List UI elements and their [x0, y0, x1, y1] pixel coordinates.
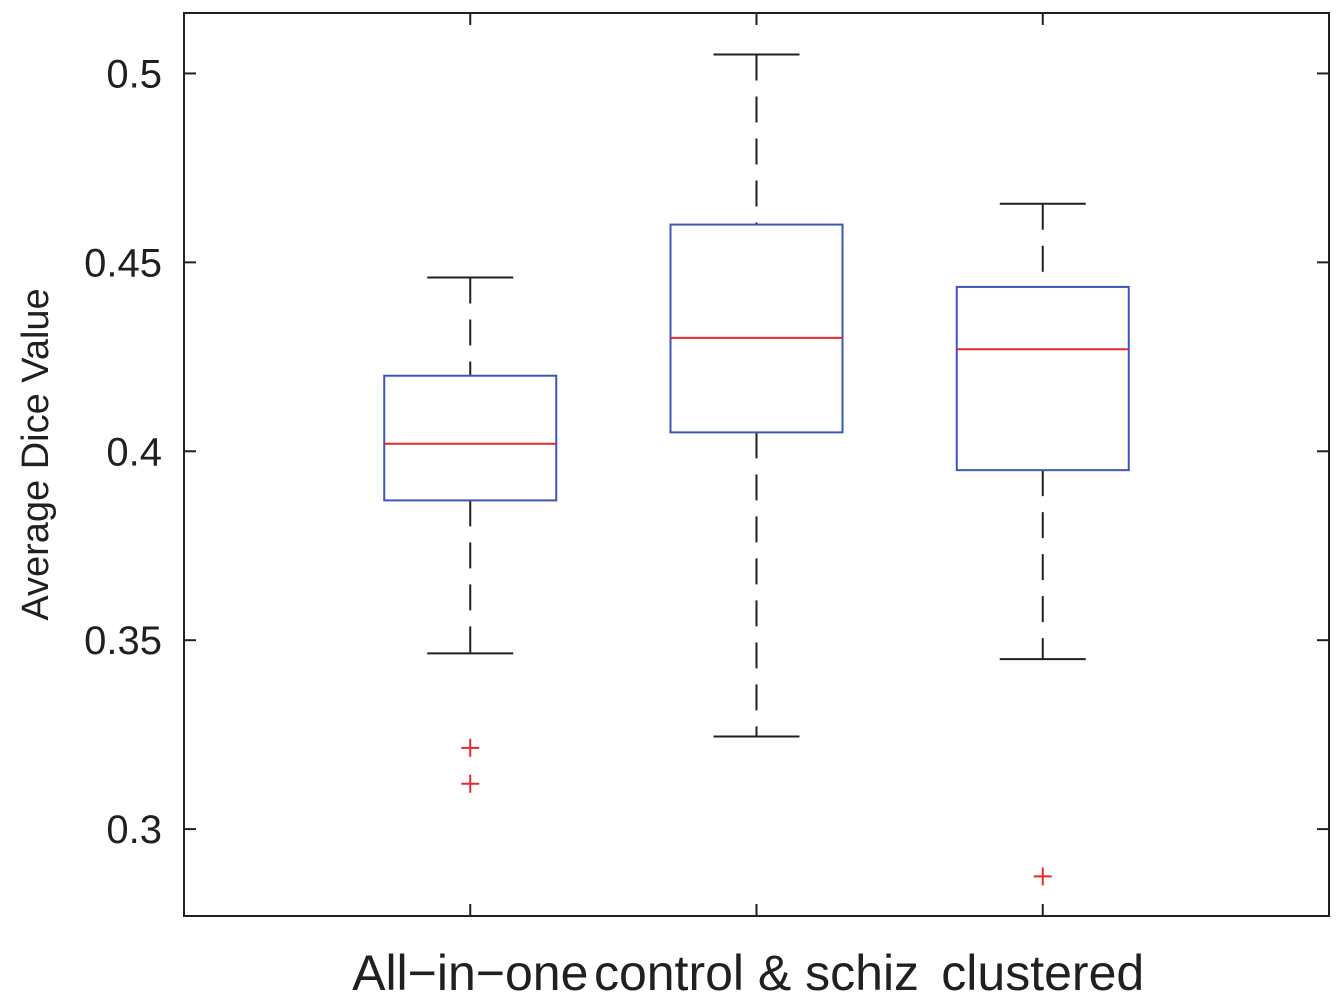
- y-tick-label: 0.45: [84, 241, 162, 285]
- y-tick-label: 0.5: [106, 52, 162, 96]
- y-axis-title: Average Dice Value: [15, 288, 57, 620]
- x-category-label: control & schiz: [594, 945, 919, 1001]
- x-category-label: All−in−one: [352, 945, 588, 1001]
- iqr-box: [955, 285, 1130, 472]
- y-tick-label: 0.3: [106, 808, 162, 852]
- y-tick-label: 0.4: [106, 430, 162, 474]
- y-tick-label: 0.35: [84, 619, 162, 663]
- outlier-marker: [1033, 867, 1052, 886]
- iqr-box: [383, 374, 558, 502]
- x-category-label: clustered: [941, 945, 1144, 1001]
- outlier-marker: [461, 738, 480, 757]
- iqr-box: [669, 223, 844, 434]
- outlier-marker: [461, 774, 480, 793]
